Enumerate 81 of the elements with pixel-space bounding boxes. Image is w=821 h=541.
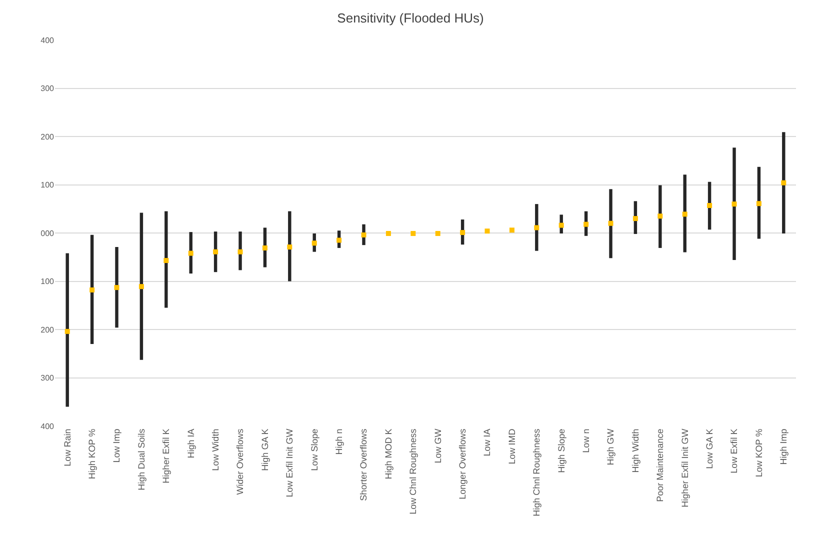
point bbox=[287, 244, 292, 250]
x-tick-label: High GA K bbox=[260, 428, 270, 471]
x-tick-label: Low Slope bbox=[309, 428, 320, 471]
bar bbox=[115, 246, 118, 328]
x-tick-label: High Slope bbox=[556, 428, 566, 473]
point bbox=[336, 238, 342, 243]
y-tick-label: 200 bbox=[40, 132, 55, 142]
point bbox=[732, 202, 737, 207]
x-tick-label: High Width bbox=[630, 428, 640, 473]
x-tick-label: Low IMD bbox=[506, 428, 517, 464]
x-tick-label: Wider Overflows bbox=[235, 428, 246, 495]
y-tick-label: 400 bbox=[40, 36, 55, 45]
point bbox=[262, 245, 268, 250]
x-tick-label: Low Width bbox=[210, 428, 220, 471]
point bbox=[534, 225, 540, 230]
x-tick-label: Poor Maintenance bbox=[655, 428, 666, 502]
x-tick-label: Low Exfil Init GW bbox=[284, 428, 295, 498]
x-tick-label: Low GW bbox=[432, 428, 443, 464]
x-tick-label: Low Chnl Roughness bbox=[408, 428, 418, 514]
x-tick-label: Higher Exfil Init GW bbox=[680, 428, 690, 508]
y-tick-label: 000 bbox=[40, 228, 55, 238]
y-tick-label: 300 bbox=[40, 84, 55, 94]
x-tick-label: Low n bbox=[580, 428, 591, 453]
point bbox=[781, 180, 786, 186]
x-tick-label: High Dual Soils bbox=[136, 428, 146, 490]
x-tick-label: High MOD K bbox=[383, 428, 394, 480]
x-tick-label: High Chnl Roughness bbox=[532, 428, 542, 516]
point bbox=[682, 212, 688, 217]
point bbox=[658, 214, 663, 219]
x-tick-label: High IA bbox=[186, 428, 196, 458]
point bbox=[213, 249, 218, 254]
point bbox=[386, 230, 391, 236]
point bbox=[435, 230, 440, 236]
bar bbox=[782, 132, 786, 234]
point bbox=[238, 249, 243, 254]
bar bbox=[535, 204, 538, 251]
bar bbox=[609, 189, 612, 258]
point bbox=[188, 250, 194, 256]
point bbox=[707, 203, 712, 208]
x-tick-label: Low Exfil K bbox=[729, 428, 740, 474]
x-tick-label: Longer Overflows bbox=[457, 428, 468, 500]
y-tick-label: 200 bbox=[40, 325, 55, 334]
point bbox=[584, 222, 589, 227]
x-tick-label: Low IA bbox=[482, 428, 492, 456]
bar bbox=[140, 212, 144, 360]
y-tick-label: 100 bbox=[40, 180, 55, 190]
bar bbox=[732, 148, 736, 260]
point bbox=[484, 228, 490, 234]
point bbox=[756, 201, 762, 206]
y-tick-label: 400 bbox=[40, 422, 55, 431]
x-tick-label: High GW bbox=[606, 428, 616, 466]
point bbox=[164, 258, 169, 263]
y-tick-label: 100 bbox=[40, 277, 55, 286]
point bbox=[114, 285, 120, 290]
bar bbox=[66, 253, 69, 407]
x-tick-label: High Imp bbox=[778, 428, 789, 465]
point bbox=[90, 287, 95, 292]
point bbox=[558, 222, 564, 228]
x-tick-label: Shorter Overflows bbox=[358, 428, 369, 501]
y-tick-label: 300 bbox=[40, 374, 55, 383]
bar bbox=[683, 174, 686, 252]
bar bbox=[288, 211, 292, 282]
bar bbox=[658, 185, 662, 248]
point bbox=[138, 284, 144, 290]
x-tick-label: High n bbox=[334, 428, 344, 455]
point bbox=[410, 230, 416, 236]
point bbox=[64, 328, 70, 334]
x-tick-label: Low KOP % bbox=[754, 428, 764, 478]
point bbox=[361, 232, 366, 238]
x-tick-label: High KOP % bbox=[86, 428, 97, 480]
bar bbox=[164, 211, 168, 308]
x-tick-label: Higher Exfil K bbox=[161, 428, 172, 484]
point bbox=[608, 220, 614, 226]
x-tick-label: Low Rain bbox=[62, 428, 72, 466]
point bbox=[312, 240, 317, 246]
point bbox=[509, 228, 514, 233]
x-tick-label: Low GA K bbox=[704, 428, 714, 469]
chart-title: Sensitivity (Flooded HUs) bbox=[337, 10, 484, 26]
point bbox=[632, 216, 638, 222]
point bbox=[460, 230, 466, 236]
x-tick-label: Low Imp bbox=[112, 428, 122, 463]
